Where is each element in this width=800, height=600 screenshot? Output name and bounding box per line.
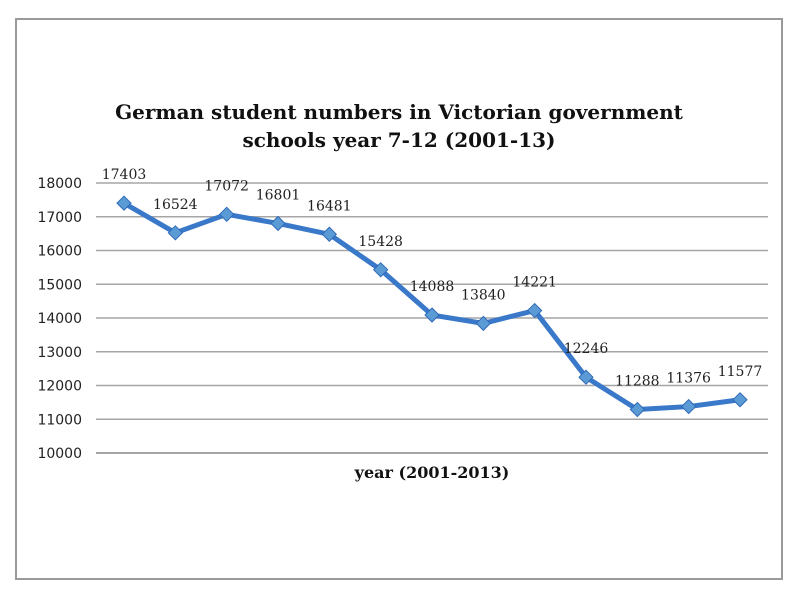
data-label: 11577 (718, 364, 763, 380)
y-tick-label: 17000 (37, 210, 82, 226)
data-label: 11376 (666, 371, 711, 387)
data-point-marker (475, 315, 492, 332)
data-label: 15428 (358, 234, 403, 250)
data-point-marker (270, 215, 286, 232)
y-tick-label: 10000 (37, 446, 82, 462)
chart-frame (15, 18, 783, 580)
data-point-marker (372, 262, 389, 278)
chart-title-line-1: German student numbers in Victorian gove… (115, 100, 683, 124)
x-axis-label: year (2001-2013) (354, 463, 510, 482)
data-label: 14088 (410, 279, 455, 295)
data-point-marker (526, 302, 543, 319)
data-label: 17403 (102, 167, 147, 183)
data-point-marker (680, 398, 697, 415)
y-tick-label: 13000 (37, 345, 82, 361)
chart-title-line-2: schools year 7-12 (2001-13) (242, 128, 556, 152)
data-label: 17072 (204, 178, 249, 194)
y-tick-label: 16000 (37, 244, 82, 260)
data-point-marker (424, 307, 440, 323)
data-labels: 17403 16524 17072 16801 16481 15428 14088 13840… (102, 167, 763, 389)
y-tick-label: 14000 (37, 311, 82, 327)
data-label: 16801 (256, 187, 301, 203)
chart-title: German student numbers in Victorian gove… (15, 98, 783, 154)
series-markers (116, 195, 748, 418)
data-point-marker (629, 401, 646, 418)
y-tick-label: 12000 (37, 379, 82, 395)
data-label: 14221 (512, 275, 557, 291)
data-label: 16481 (307, 198, 352, 214)
gridlines (96, 182, 768, 454)
data-point-marker (167, 225, 184, 241)
data-label: 11288 (615, 374, 660, 390)
data-point-marker (116, 195, 132, 211)
data-label: 16524 (153, 197, 198, 213)
y-tick-label: 18000 (37, 176, 82, 192)
y-tick-label: 11000 (37, 412, 82, 428)
data-point-marker (218, 206, 235, 223)
data-point-marker (578, 369, 594, 385)
data-point-marker (321, 226, 338, 242)
y-tick-label: 15000 (37, 277, 82, 293)
data-point-marker (732, 392, 748, 408)
data-label: 12246 (564, 341, 609, 357)
data-label: 13840 (461, 287, 506, 303)
y-tick-labels: 10000 11000 12000 13000 14000 15000 16000 17000… (37, 176, 82, 462)
